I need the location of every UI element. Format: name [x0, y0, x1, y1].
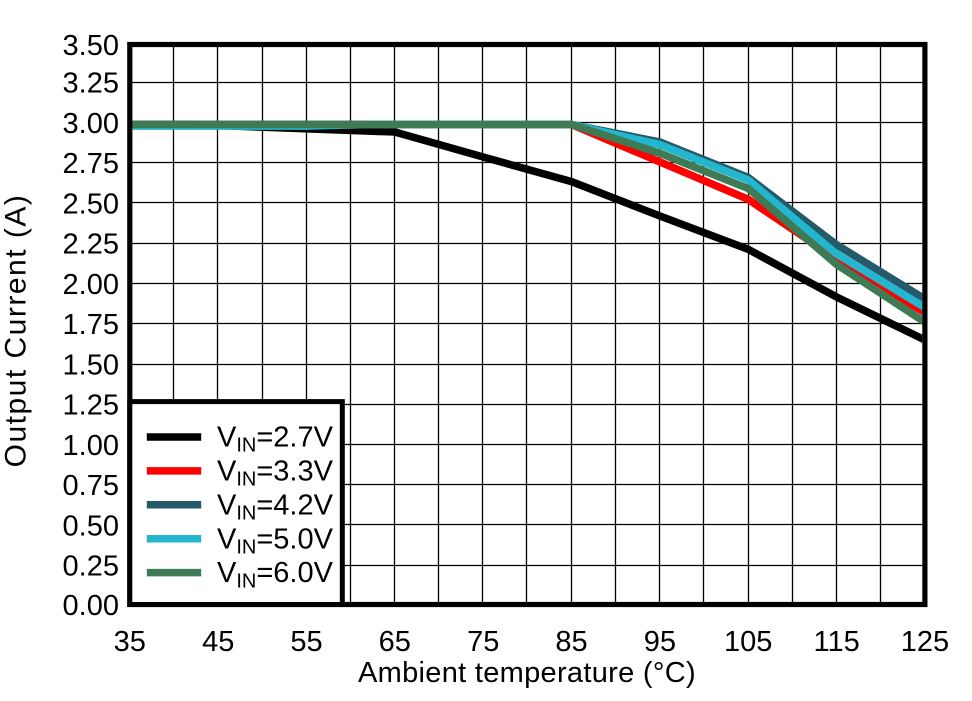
svg-text:0.25: 0.25 — [63, 551, 119, 583]
svg-text:0.75: 0.75 — [63, 470, 119, 502]
svg-text:35: 35 — [114, 626, 146, 658]
svg-text:3.50: 3.50 — [63, 30, 119, 62]
svg-text:3.00: 3.00 — [63, 108, 119, 140]
svg-text:0.50: 0.50 — [63, 510, 119, 542]
svg-text:85: 85 — [555, 626, 587, 658]
svg-text:VIN=5.0V: VIN=5.0V — [217, 523, 334, 558]
svg-text:75: 75 — [467, 626, 499, 658]
svg-text:1.00: 1.00 — [63, 430, 119, 462]
svg-text:VIN=3.3V: VIN=3.3V — [217, 456, 334, 491]
svg-text:95: 95 — [644, 626, 676, 658]
svg-text:2.25: 2.25 — [63, 229, 119, 261]
svg-text:2.00: 2.00 — [63, 269, 119, 301]
svg-text:VIN=2.7V: VIN=2.7V — [217, 422, 334, 457]
svg-text:1.75: 1.75 — [63, 309, 119, 341]
svg-text:VIN=6.0V: VIN=6.0V — [217, 557, 334, 592]
svg-text:1.25: 1.25 — [63, 390, 119, 422]
svg-text:Output Current (A): Output Current (A) — [0, 194, 33, 468]
svg-text:Ambient temperature (°C): Ambient temperature (°C) — [358, 657, 696, 689]
svg-text:VIN=4.2V: VIN=4.2V — [217, 489, 334, 524]
svg-text:1.50: 1.50 — [63, 349, 119, 381]
svg-text:55: 55 — [290, 626, 322, 658]
svg-text:2.50: 2.50 — [63, 188, 119, 220]
svg-text:105: 105 — [724, 626, 772, 658]
svg-text:45: 45 — [202, 626, 234, 658]
svg-text:125: 125 — [901, 626, 949, 658]
svg-text:65: 65 — [379, 626, 411, 658]
svg-text:2.75: 2.75 — [63, 148, 119, 180]
svg-text:0.00: 0.00 — [63, 590, 119, 622]
svg-text:3.25: 3.25 — [63, 68, 119, 100]
svg-text:115: 115 — [813, 626, 859, 658]
